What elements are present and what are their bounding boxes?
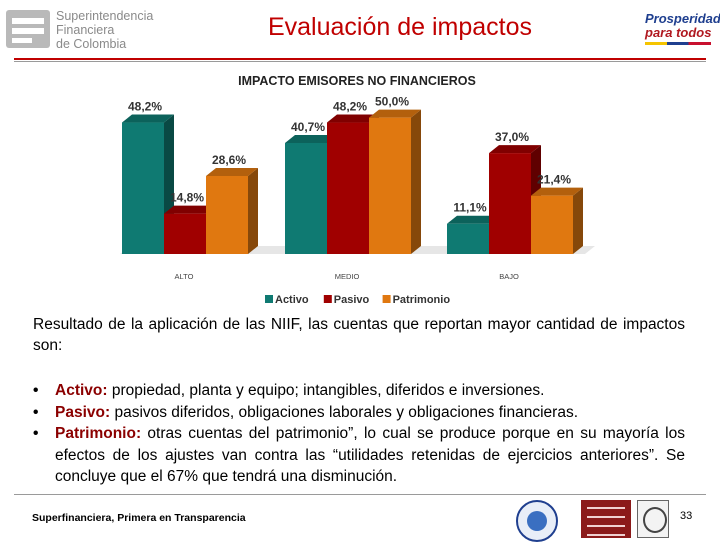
- sfc-emblem-icon: [6, 10, 50, 48]
- chart-title: IMPACTO EMISORES NO FINANCIEROS: [238, 74, 476, 88]
- bullet-dot: •: [33, 382, 39, 399]
- bullet-keyword: Activo:: [55, 382, 108, 399]
- bar-side: [573, 187, 583, 254]
- header-divider-gray: [14, 61, 706, 62]
- bar-activo-bajo: [447, 223, 489, 254]
- bullet-keyword: Pasivo:: [55, 403, 111, 421]
- bar-top: [206, 168, 258, 176]
- header-divider-red: [14, 58, 706, 60]
- slide-title: Evaluación de impactos: [267, 13, 533, 41]
- legend-swatch-patrimonio: [382, 295, 391, 303]
- logo-line-2: Financiera: [56, 23, 115, 37]
- legend-label-pasivo: Pasivo: [334, 294, 370, 306]
- bullet-dot: •: [33, 425, 39, 442]
- bullet-text: propiedad, planta y equipo; intangibles,…: [107, 382, 545, 399]
- data-label: 37,0%: [495, 130, 529, 144]
- footer-slogan: Superfinanciera, Primera en Transparenci…: [32, 512, 246, 524]
- data-label: 11,1%: [453, 201, 487, 215]
- flag-stripe-icon: [645, 42, 711, 45]
- bar-top: [122, 114, 174, 123]
- data-label: 40,7%: [291, 120, 325, 134]
- bar-top: [285, 135, 337, 143]
- bullet-dot: •: [33, 403, 39, 421]
- bar-side: [411, 109, 421, 254]
- prosperidad-logo: Prosperidad para todos: [645, 11, 720, 46]
- category-label: MEDIO: [335, 272, 360, 281]
- bar-side: [248, 168, 258, 254]
- legend-swatch-pasivo: [323, 295, 332, 303]
- bar-patrimonio-medio: [369, 117, 411, 254]
- bar-pasivo-medio: [327, 122, 369, 254]
- bullet-activo: • Activo: propiedad, planta y equipo; in…: [33, 380, 685, 402]
- category-label: ALTO: [175, 272, 194, 281]
- bar-top: [489, 145, 541, 154]
- bullet-pasivo: • Pasivo: pasivos diferidos, obligacione…: [33, 402, 685, 424]
- prosperidad-line-1: Prosperidad: [645, 11, 720, 26]
- data-label: 50,0%: [375, 95, 409, 109]
- bullet-list: • Activo: propiedad, planta y equipo; in…: [33, 380, 685, 488]
- chart-canvas: IMPACTO EMISORES NO FINANCIEROS 48,2% 14,8…: [120, 74, 595, 306]
- footer-divider: [14, 494, 706, 495]
- bullet-patrimonio: • Patrimonio: otras cuentas del patrimon…: [33, 423, 685, 488]
- category-label: BAJO: [499, 272, 519, 281]
- data-label: 48,2%: [333, 100, 367, 114]
- bullet-keyword: Patrimonio:: [55, 425, 142, 442]
- superintendencia-logo: Superintendencia Financiera de Colombia: [6, 8, 176, 54]
- bar-top: [327, 114, 379, 123]
- impact-chart: IMPACTO EMISORES NO FINANCIEROS 48,2% 14,8…: [100, 66, 620, 310]
- quality-seal-icon: [516, 500, 558, 542]
- slide-header: Superintendencia Financiera de Colombia …: [0, 0, 720, 62]
- bar-top: [447, 215, 499, 224]
- bar-activo-alto: [122, 122, 164, 254]
- bar-patrimonio-alto: [206, 176, 248, 254]
- legend-swatch-activo: [265, 295, 273, 303]
- bar-top: [164, 205, 216, 214]
- iso-certification-icon: [581, 500, 631, 538]
- bureau-veritas-seal-icon: [637, 500, 669, 538]
- bar-activo-medio: [285, 143, 327, 254]
- legend-label-patrimonio: Patrimonio: [393, 294, 451, 306]
- bar-pasivo-alto: [164, 213, 206, 254]
- logo-line-3: de Colombia: [56, 37, 127, 51]
- data-label: 21,4%: [537, 173, 571, 187]
- prosperidad-line-2: para todos: [645, 25, 712, 40]
- data-label: 48,2%: [128, 100, 162, 114]
- bullet-text: pasivos diferidos, obligaciones laborale…: [110, 403, 578, 421]
- logo-line-1: Superintendencia: [56, 9, 154, 23]
- page-number: 33: [680, 510, 693, 522]
- bar-patrimonio-bajo: [531, 195, 573, 254]
- legend-label-activo: Activo: [275, 294, 309, 306]
- logo-text: Superintendencia Financiera de Colombia: [56, 9, 153, 51]
- data-label: 28,6%: [212, 153, 246, 167]
- data-label: 14,8%: [170, 191, 204, 205]
- bar-pasivo-bajo: [489, 153, 531, 254]
- bar-top: [531, 187, 583, 196]
- bullet-text: otras cuentas del patrimonio”, lo cual s…: [55, 425, 685, 485]
- result-paragraph: Resultado de la aplicación de las NIIF, …: [33, 316, 685, 354]
- bar-top: [369, 109, 421, 118]
